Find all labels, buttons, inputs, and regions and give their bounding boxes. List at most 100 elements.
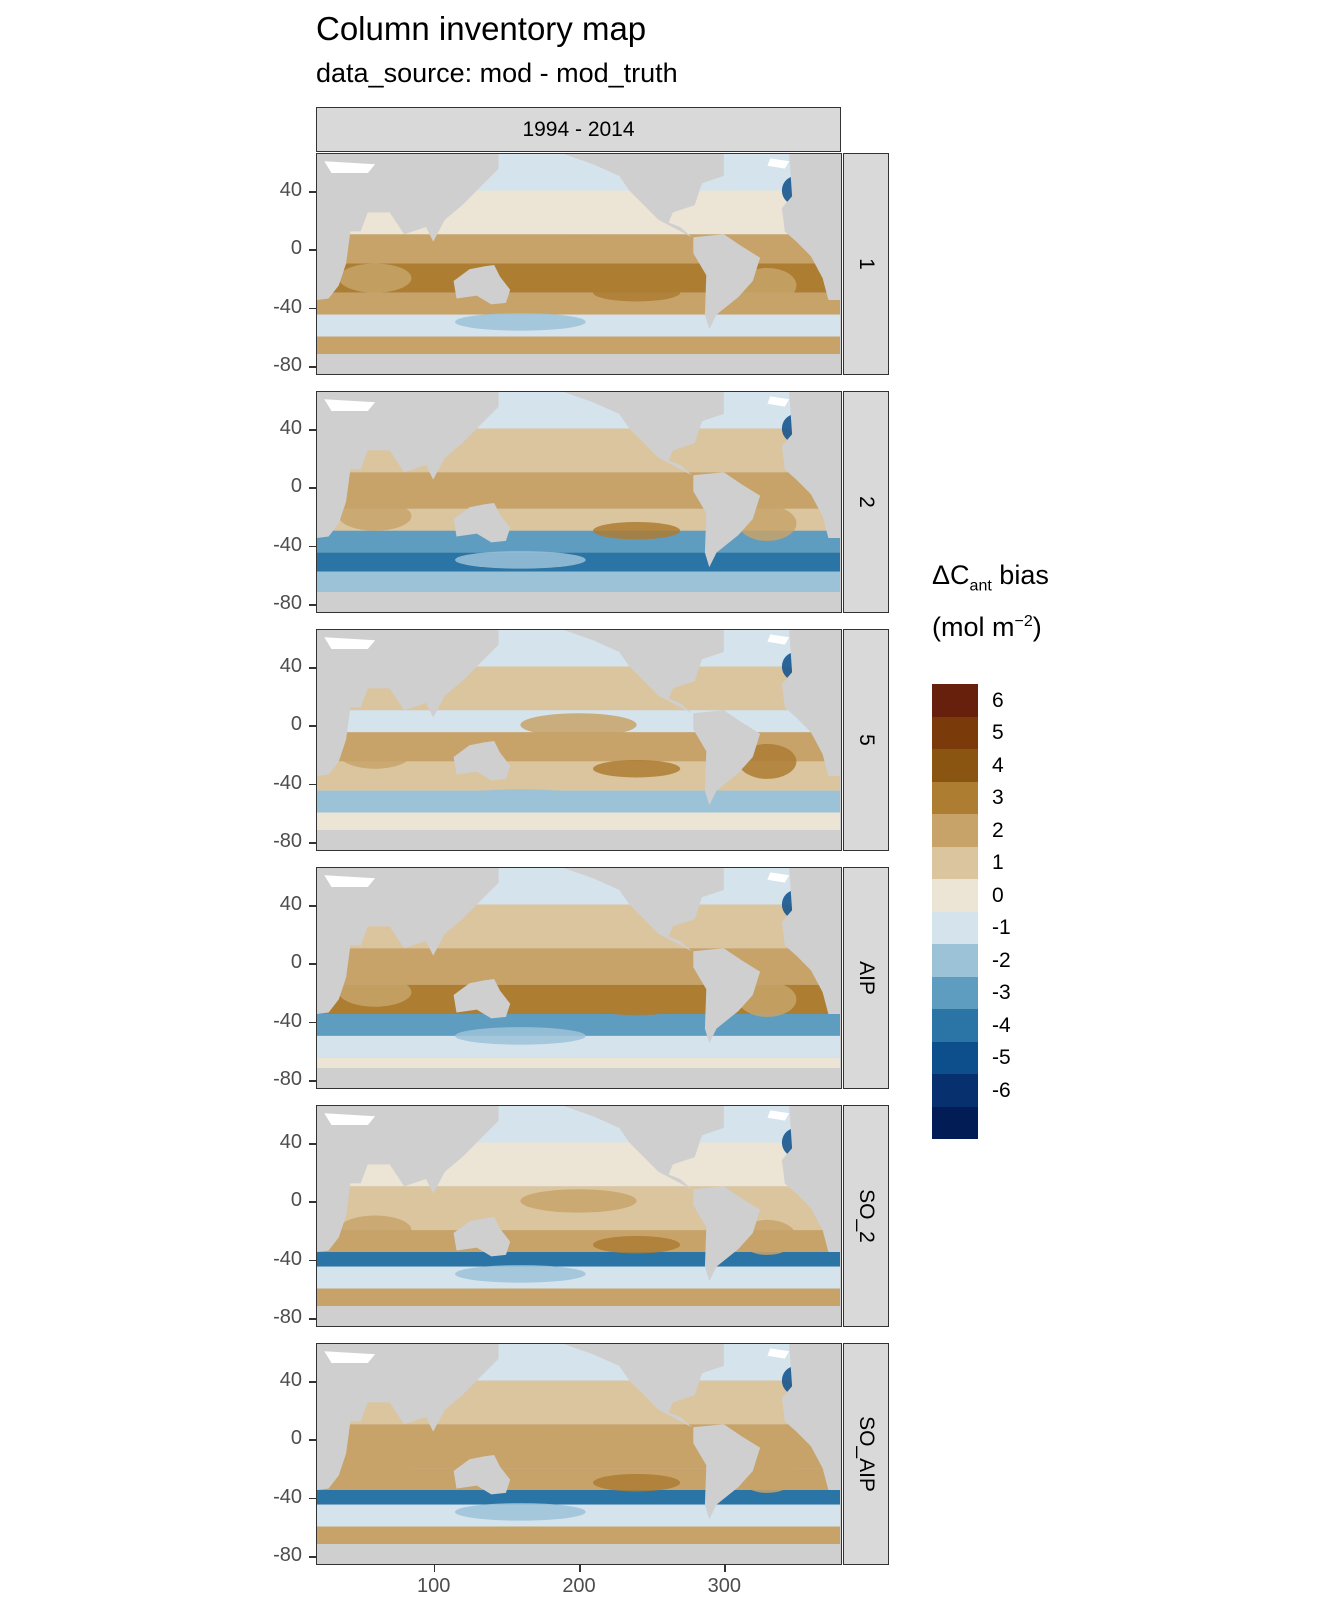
map-panel-SO_AIP — [316, 1343, 842, 1565]
y-tick-label: 0 — [290, 713, 302, 736]
y-tick-mark — [309, 366, 316, 368]
color-legend-bar — [932, 684, 978, 1139]
x-tick-mark — [579, 1565, 581, 1572]
map-panel-SO_2 — [316, 1105, 842, 1327]
land-mass — [564, 154, 724, 238]
land-mass — [781, 868, 840, 1014]
map-svg — [317, 392, 840, 611]
land-mass — [564, 1344, 724, 1428]
map-panel-AIP — [316, 867, 842, 1089]
ice-mass — [767, 396, 790, 407]
map-svg — [317, 630, 840, 849]
ocean-anomaly — [520, 237, 637, 261]
y-tick-label: 0 — [290, 237, 302, 260]
map-svg — [317, 868, 840, 1087]
land-mass — [317, 830, 840, 849]
land-mass — [453, 265, 511, 305]
legend-swatch — [932, 879, 978, 912]
land-mass — [317, 1306, 840, 1325]
y-tick-mark — [309, 487, 316, 489]
ocean-anomaly — [593, 283, 681, 302]
land-mass — [693, 710, 761, 806]
y-tick-mark — [309, 1497, 316, 1500]
ocean-anomaly — [338, 739, 412, 769]
ice-mass — [767, 1348, 790, 1359]
ice-mass — [767, 1110, 790, 1121]
x-tick-label: 100 — [417, 1575, 451, 1597]
y-tick-label: 40 — [279, 417, 302, 439]
y-tick-label: 0 — [290, 1427, 302, 1450]
facet-row-strip: 1 — [843, 153, 889, 375]
y-tick-label: -80 — [273, 1544, 302, 1567]
map-svg — [317, 154, 840, 373]
y-tick-mark — [309, 1080, 316, 1082]
y-tick-label: 40 — [279, 893, 302, 915]
facet-row-strip: 2 — [843, 391, 889, 613]
legend-swatch — [932, 944, 978, 977]
land-mass — [693, 472, 761, 568]
ocean-anomaly — [338, 977, 412, 1007]
land-mass — [453, 979, 511, 1019]
map-svg — [317, 1106, 840, 1325]
legend-label: -3 — [992, 981, 1011, 1004]
y-tick-label: -40 — [273, 1485, 302, 1508]
ice-mass — [767, 634, 790, 645]
y-tick-mark — [309, 249, 316, 251]
y-tick-mark — [309, 1381, 316, 1383]
legend-label: 3 — [992, 786, 1004, 809]
ice-mass — [324, 637, 376, 649]
ocean-anomaly — [593, 759, 681, 778]
ocean-anomaly — [455, 1503, 586, 1521]
legend-label: -6 — [992, 1078, 1011, 1102]
legend-label: -5 — [992, 1046, 1011, 1069]
x-tick-mark — [724, 1565, 726, 1572]
land-mass — [781, 1344, 840, 1490]
ocean-anomaly — [455, 1265, 586, 1283]
ocean-anomaly — [338, 263, 412, 293]
legend-unit: (mol m−2) — [932, 612, 1042, 642]
ocean-anomaly — [455, 789, 586, 807]
facet-row-label: AIP — [855, 961, 878, 995]
facet-row-strip: AIP — [843, 867, 889, 1089]
y-tick-mark — [309, 783, 316, 786]
y-tick-mark — [309, 191, 316, 193]
legend-label: -2 — [992, 948, 1011, 972]
y-tick-mark — [309, 725, 316, 727]
y-tick-mark — [309, 1318, 316, 1320]
y-tick-label: 0 — [290, 951, 302, 974]
legend-swatch — [932, 1106, 978, 1139]
y-tick-label: -80 — [273, 830, 302, 853]
ocean-anomaly — [593, 997, 681, 1016]
ice-mass — [324, 1351, 376, 1363]
y-tick-label: 40 — [279, 1369, 302, 1391]
land-mass — [564, 868, 724, 952]
y-tick-label: -40 — [273, 1009, 302, 1032]
y-tick-label: -80 — [273, 592, 302, 615]
facet-column-strip: 1994 - 2014 — [316, 107, 841, 152]
land-mass — [317, 1068, 840, 1087]
land-mass — [453, 1455, 511, 1495]
legend-label: -4 — [992, 1013, 1011, 1037]
legend-label: -1 — [992, 916, 1011, 939]
land-mass — [317, 1344, 499, 1490]
land-mass — [781, 1106, 840, 1252]
ocean-anomaly — [455, 1027, 586, 1045]
legend-label: 0 — [992, 883, 1004, 907]
y-tick-label: -40 — [273, 295, 302, 318]
chart-title: Column inventory map — [316, 10, 647, 47]
y-tick-mark — [309, 545, 316, 548]
land-mass — [693, 234, 761, 330]
legend-swatch — [932, 749, 978, 782]
y-tick-mark — [309, 842, 316, 844]
ice-mass — [767, 158, 790, 169]
legend-label: 2 — [992, 818, 1004, 842]
legend-label: 5 — [992, 721, 1004, 744]
legend-swatch — [932, 781, 978, 814]
facet-row-strip: SO_AIP — [843, 1343, 889, 1565]
legend-swatch — [932, 684, 978, 717]
y-tick-label: 40 — [279, 655, 302, 677]
y-tick-mark — [309, 1259, 316, 1262]
ocean-anomaly — [520, 713, 637, 737]
land-mass — [317, 354, 840, 373]
facet-row-label: SO_2 — [855, 1189, 878, 1243]
